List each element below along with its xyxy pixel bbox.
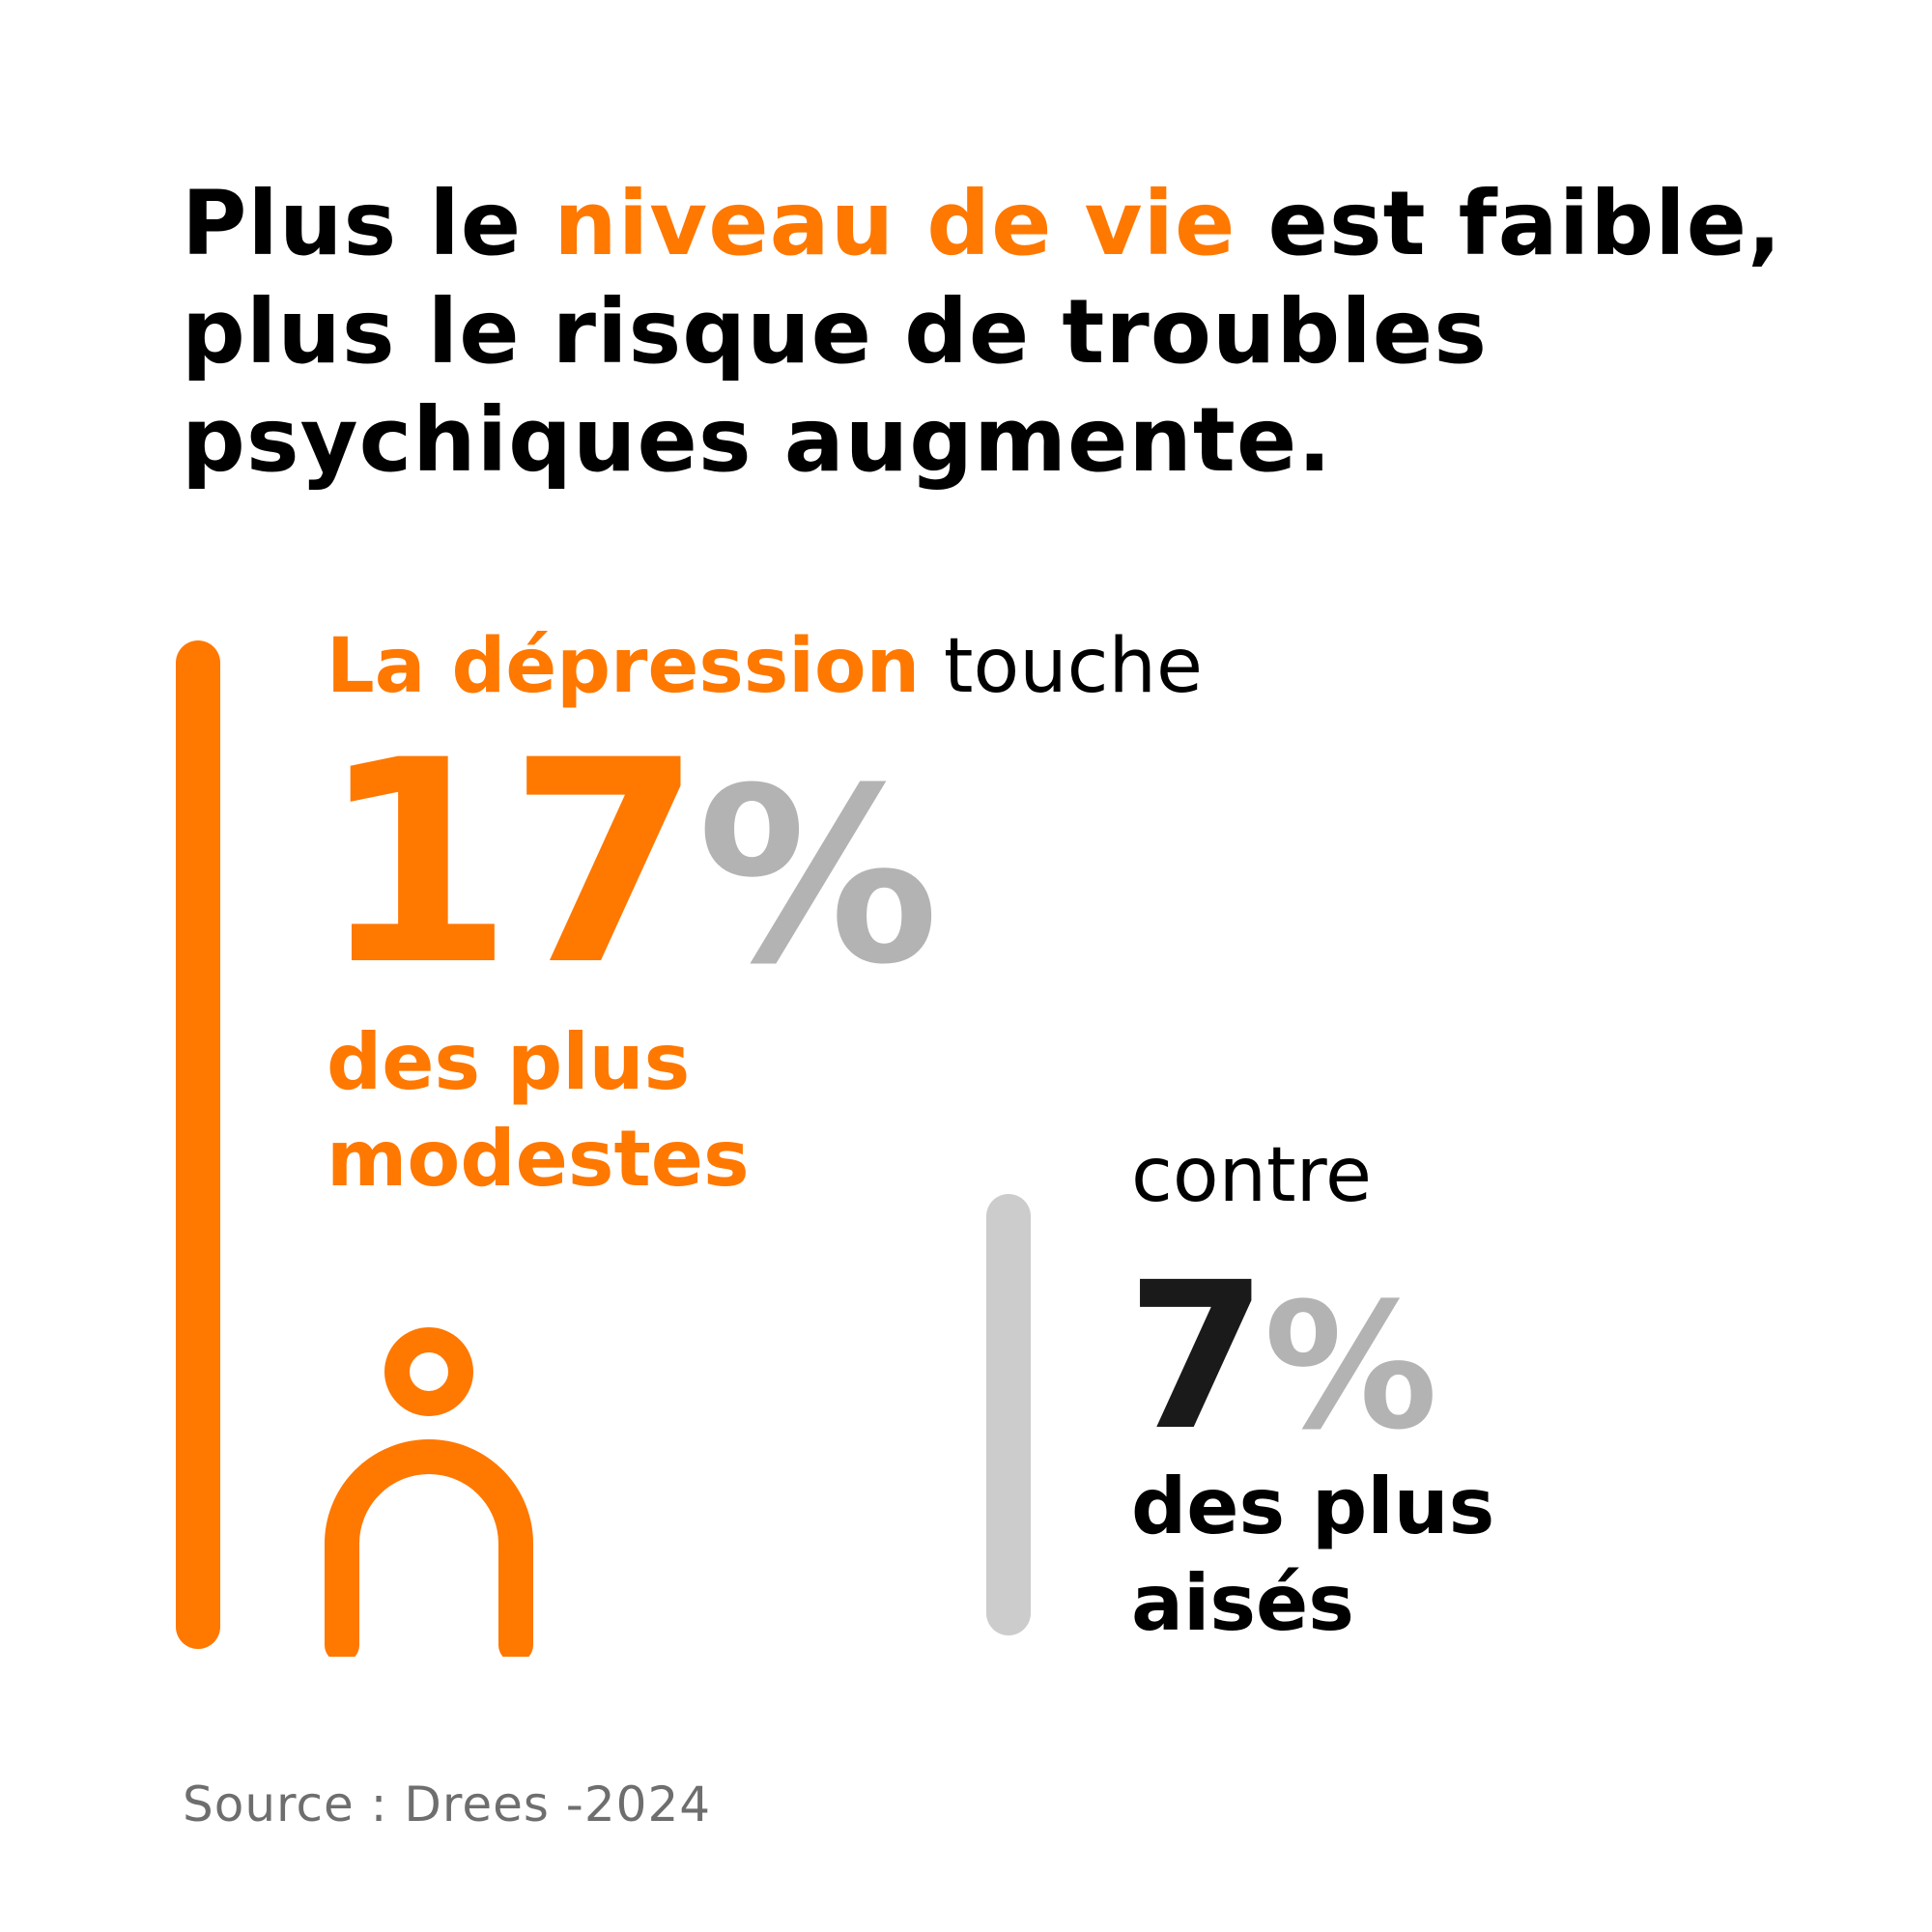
headline-line-3: psychiques augmente. — [182, 388, 1333, 492]
person-body — [325, 1439, 533, 1657]
stat-low-income-label-line-2: modestes — [327, 1114, 750, 1204]
stat-high-income-unit: % — [1264, 1266, 1437, 1468]
lead-text: La dépression touche — [327, 618, 1203, 715]
lead-highlight: La dépression — [327, 623, 921, 710]
headline-highlight: niveau de vie — [554, 172, 1236, 275]
stat-low-income-label: des plus modestes — [327, 1014, 810, 1208]
orange-accent-bar — [176, 640, 220, 1649]
gray-comparison-bar — [986, 1194, 1031, 1635]
person-icon — [325, 1327, 533, 1657]
stat-high-income: 7% — [1126, 1256, 1437, 1469]
stat-high-income-label-line-1: des plus — [1131, 1462, 1495, 1551]
headline-line-1: Plus le niveau de vie est faible, — [182, 170, 1824, 278]
stat-high-income-label: des plus aisés — [1131, 1459, 1614, 1652]
headline-line-2: plus le risque de troubles — [182, 280, 1488, 384]
lead-rest: touche — [920, 623, 1203, 710]
headline-text: Plus le — [182, 172, 554, 275]
comparison-word: contre — [1131, 1132, 1372, 1219]
person-head — [384, 1327, 473, 1416]
stat-low-income-label-line-1: des plus — [327, 1017, 691, 1107]
stat-high-income-value: 7 — [1126, 1238, 1267, 1475]
source-note: Source : Drees -2024 — [183, 1776, 712, 1833]
stat-low-income-value: 17 — [319, 701, 703, 1027]
headline: Plus le niveau de vie est faible, plus l… — [182, 170, 1824, 495]
stat-low-income: 17% — [319, 720, 939, 1022]
stat-low-income-unit: % — [696, 736, 939, 1017]
stat-high-income-label-line-2: aisés — [1131, 1558, 1354, 1648]
headline-text: est faible, — [1236, 172, 1782, 275]
